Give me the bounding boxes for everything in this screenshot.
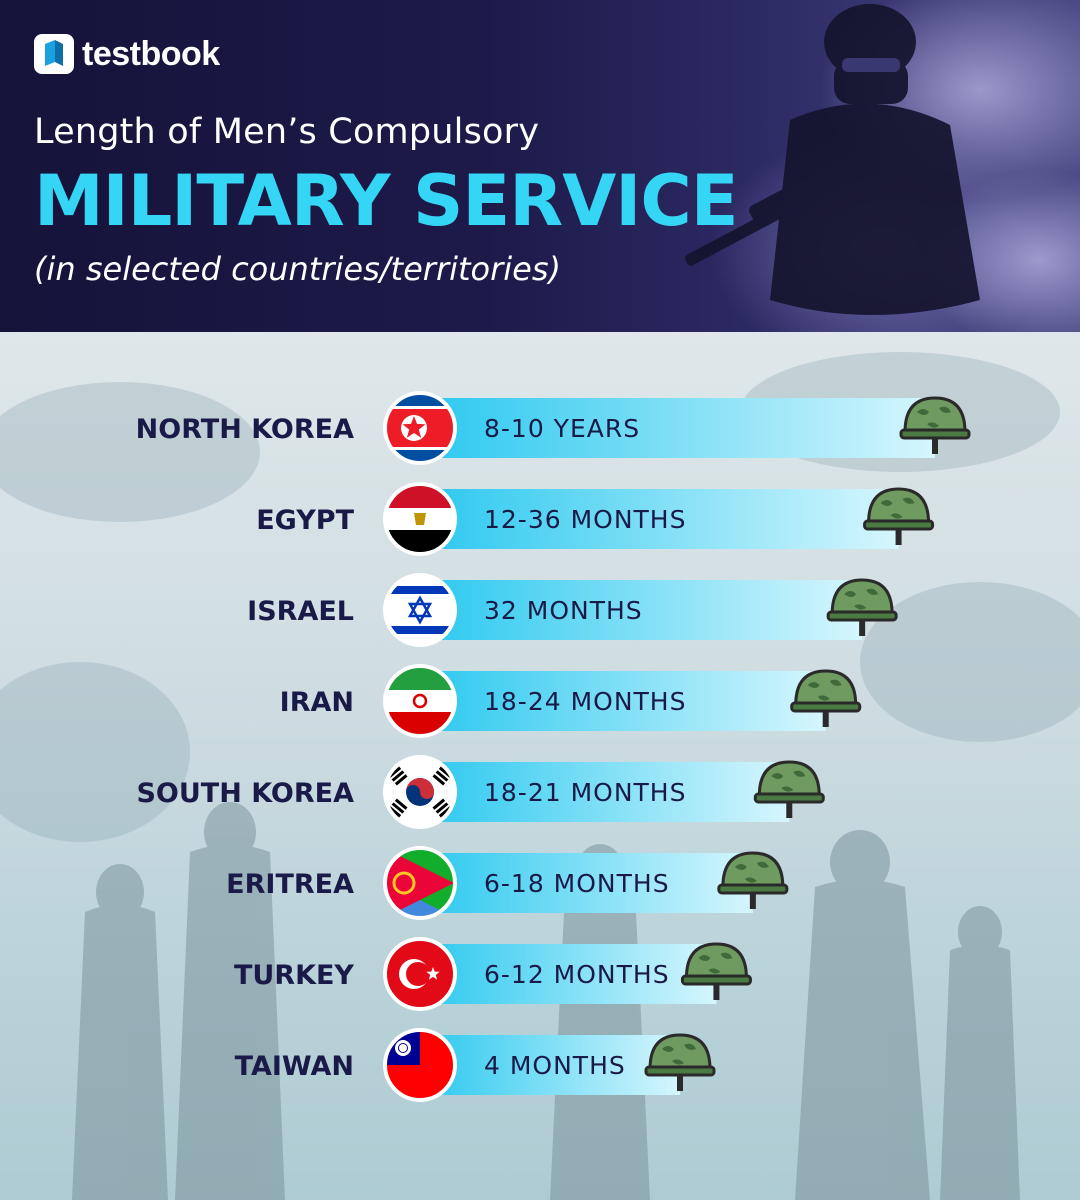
chart-row: TAIWAN 4 MONTHS [235, 1028, 716, 1102]
brand-name: testbook [82, 34, 220, 73]
brand-logo: testbook [34, 34, 220, 74]
bar [420, 1035, 680, 1095]
army-helmet-icon [863, 487, 935, 545]
army-helmet-icon [717, 851, 789, 909]
value-label: 6-12 MONTHS [484, 960, 670, 989]
value-label: 4 MONTHS [484, 1051, 626, 1080]
category-label: ISRAEL [247, 596, 354, 627]
testbook-logo-icon [34, 34, 74, 74]
chart-row: ERITREA 6-18 MONTHS [226, 846, 789, 920]
title-line-2: MILITARY SERVICE [34, 160, 739, 242]
value-label: 18-21 MONTHS [484, 778, 686, 807]
chart-row: EGYPT 12-36 MONTHS [256, 482, 935, 556]
value-label: 18-24 MONTHS [484, 687, 686, 716]
category-label: TURKEY [234, 960, 354, 991]
army-helmet-icon [899, 396, 971, 454]
eritrea-flag [383, 846, 457, 920]
soldier-smoke-illustration [685, 0, 1080, 332]
bar [420, 398, 935, 458]
chart-row: TURKEY 6-12 MONTHS [234, 937, 752, 1011]
army-helmet-icon [753, 760, 825, 818]
turkey-flag [383, 937, 457, 1011]
category-label: SOUTH KOREA [136, 778, 354, 809]
category-label: ERITREA [226, 869, 354, 900]
value-label: 12-36 MONTHS [484, 505, 686, 534]
military-service-chart: NORTH KOREA 8-10 YEARS EGYPT 12-36 MONTHS IS… [136, 391, 971, 1102]
taiwan-flag [383, 1028, 457, 1102]
bar [420, 580, 863, 640]
north-korea-flag [383, 391, 457, 465]
category-label: IRAN [280, 687, 354, 718]
category-label: NORTH KOREA [136, 414, 354, 445]
israel-flag [383, 573, 457, 647]
header-banner: testbook Length of Men’s Compulsory MILI… [0, 0, 1080, 332]
army-helmet-icon [680, 942, 752, 1000]
bar [420, 853, 753, 913]
value-label: 8-10 YEARS [484, 414, 640, 443]
category-label: EGYPT [256, 505, 354, 536]
title-line-1: Length of Men’s Compulsory [34, 112, 540, 152]
bar [420, 489, 899, 549]
south-korea-flag [383, 755, 457, 829]
value-label: 6-18 MONTHS [484, 869, 670, 898]
army-helmet-icon [644, 1033, 716, 1091]
chart-row: IRAN 18-24 MONTHS [280, 664, 862, 738]
iran-flag [383, 664, 457, 738]
category-label: TAIWAN [235, 1051, 354, 1082]
bar [420, 944, 717, 1004]
army-helmet-icon [826, 578, 898, 636]
egypt-flag [383, 482, 457, 556]
army-helmet-icon [790, 669, 862, 727]
chart-row: SOUTH KOREA 18-21 MONTHS [136, 755, 825, 829]
bar [420, 762, 790, 822]
chart-row: NORTH KOREA 8-10 YEARS [136, 391, 971, 465]
value-label: 32 MONTHS [484, 596, 643, 625]
chart-row: ISRAEL 32 MONTHS [247, 573, 898, 647]
bar [420, 671, 826, 731]
subtitle: (in selected countries/territories) [34, 250, 561, 288]
